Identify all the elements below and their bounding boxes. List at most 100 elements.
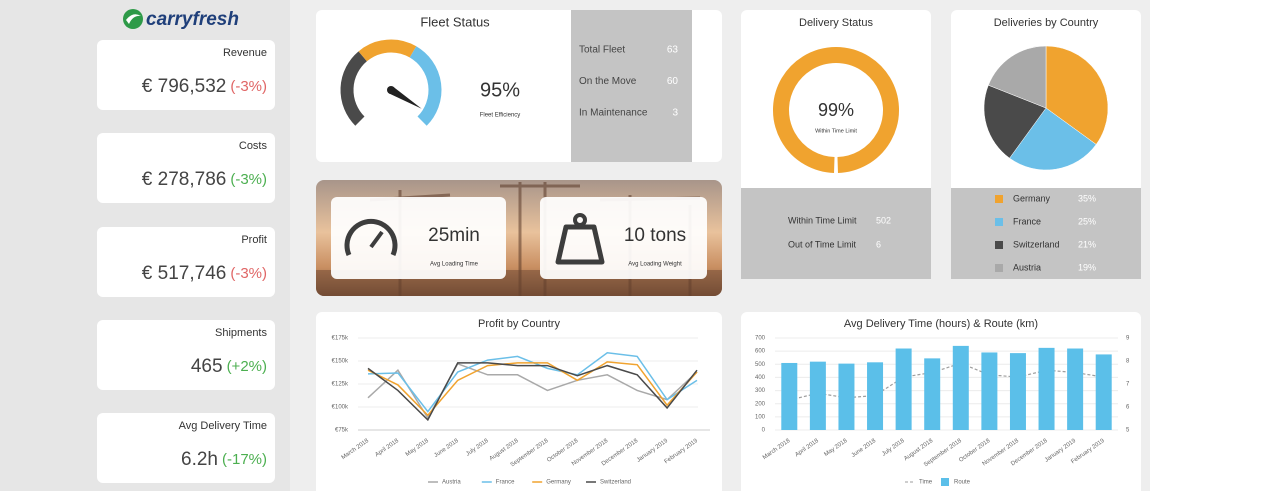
y-tick-label: €150k <box>332 359 349 365</box>
gauge-needle <box>388 86 422 109</box>
kpi-change: (-3%) <box>230 78 267 95</box>
donut-value: 99% <box>818 100 854 120</box>
fleet-panel <box>571 10 692 162</box>
kpi-title: Profit <box>241 234 267 246</box>
weight-icon <box>555 213 605 265</box>
kpi-value: € 278,786 <box>142 169 227 190</box>
y-tick-label: €125k <box>332 382 349 388</box>
logo-icon <box>123 9 143 29</box>
kpi-change: (-3%) <box>230 171 267 188</box>
y-tick-label: €100k <box>332 405 349 411</box>
bar <box>1095 354 1112 430</box>
kpi-value: € 517,746 <box>142 263 227 284</box>
delivery-row-value: 6 <box>876 239 881 249</box>
fleet-row-label: Total Fleet <box>579 45 625 56</box>
legend-swatch <box>995 241 1003 249</box>
legend-swatch <box>941 478 949 486</box>
pie-slice <box>983 84 1047 159</box>
bar <box>1067 348 1084 430</box>
kpi-title: Shipments <box>215 327 267 339</box>
loading-value: 10 tons <box>624 225 686 246</box>
legend-label: Germany <box>1013 193 1051 203</box>
margin-background <box>1150 0 1268 491</box>
kpi-title: Costs <box>239 140 268 152</box>
delivery-row-label: Within Time Limit <box>788 215 857 225</box>
y-tick-label: 7 <box>1126 382 1130 388</box>
kpi-card <box>97 320 275 390</box>
line-series <box>367 361 698 417</box>
legend-label: France <box>1013 216 1041 226</box>
bar <box>781 362 798 430</box>
kpi-card <box>97 227 275 297</box>
pie-panel <box>951 188 1141 279</box>
y-tick-label: 5 <box>1126 428 1130 434</box>
y-tick-label: 8 <box>1126 359 1130 365</box>
donut-caption: Within Time Limit <box>815 128 857 134</box>
legend-label: Austria <box>1013 262 1041 272</box>
delivery-panel <box>741 188 931 279</box>
speedometer-icon <box>344 218 398 256</box>
fleet-row-label: On the Move <box>579 76 637 87</box>
bar <box>838 363 855 430</box>
fleet-row-value: 60 <box>667 76 679 87</box>
delivery-row-value: 502 <box>876 215 891 225</box>
legend-label: Austria <box>442 480 461 486</box>
kpi-value-line: € 517,746 (-3%) <box>142 263 267 284</box>
y-tick-label: 100 <box>755 414 766 420</box>
kpi-value-line: 6.2h (-17%) <box>181 449 267 470</box>
line-card <box>316 312 722 491</box>
chart-title: Profit by Country <box>478 318 560 330</box>
legend-label: Time <box>919 480 933 486</box>
kpi-value-line: € 796,532 (-3%) <box>142 76 267 97</box>
legend-value: 25% <box>1078 216 1096 226</box>
line-series <box>367 362 698 422</box>
legend-value: 21% <box>1078 239 1096 249</box>
chart-title: Deliveries by Country <box>994 17 1099 29</box>
legend-label: Switzerland <box>600 480 631 486</box>
loading-box <box>331 197 506 279</box>
fleet-row-value: 63 <box>667 45 679 56</box>
fleet-row-label: In Maintenance <box>579 108 648 119</box>
legend-label: France <box>496 480 515 486</box>
card-title: Delivery Status <box>799 17 873 29</box>
bar <box>895 348 912 430</box>
kpi-value: € 796,532 <box>142 76 227 97</box>
kpi-card <box>97 40 275 110</box>
fleet-row-value: 3 <box>672 108 678 119</box>
kpi-title: Avg Delivery Time <box>179 420 267 432</box>
kpi-card <box>97 133 275 203</box>
gauge-value: 95% <box>480 79 520 101</box>
bar <box>924 358 941 430</box>
loading-caption: Avg Loading Time <box>430 262 479 268</box>
kpi-change: (-3%) <box>230 265 267 282</box>
gauge-band <box>340 51 368 126</box>
bar <box>1009 353 1026 430</box>
logo-leaf <box>126 14 141 24</box>
legend-swatch <box>995 195 1003 203</box>
donut-arc <box>773 47 899 173</box>
bar <box>1038 347 1055 430</box>
y-tick-label: 200 <box>755 401 766 407</box>
pie-slice <box>1009 107 1097 171</box>
kpi-change: (-17%) <box>222 451 267 468</box>
legend-label: Route <box>954 480 971 486</box>
y-tick-label: 0 <box>762 428 766 434</box>
delivery-row-label: Out of Time Limit <box>788 239 857 249</box>
kpi-title: Revenue <box>223 47 267 59</box>
bar <box>809 361 826 430</box>
y-tick-label: 600 <box>755 349 766 355</box>
legend-swatch <box>995 264 1003 272</box>
pie-slice <box>988 45 1047 109</box>
y-tick-label: €75k <box>335 428 349 434</box>
y-tick-label: 400 <box>755 375 766 381</box>
y-tick-label: 300 <box>755 388 766 394</box>
kpi-value-line: € 278,786 (-3%) <box>142 169 267 190</box>
loading-box <box>540 197 707 279</box>
y-tick-label: 6 <box>1126 405 1130 411</box>
kpi-value: 6.2h <box>181 449 218 470</box>
loading-value: 25min <box>428 225 480 246</box>
legend-swatch <box>995 218 1003 226</box>
loading-caption: Avg Loading Weight <box>628 262 682 268</box>
chart-title: Avg Delivery Time (hours) & Route (km) <box>844 318 1038 330</box>
